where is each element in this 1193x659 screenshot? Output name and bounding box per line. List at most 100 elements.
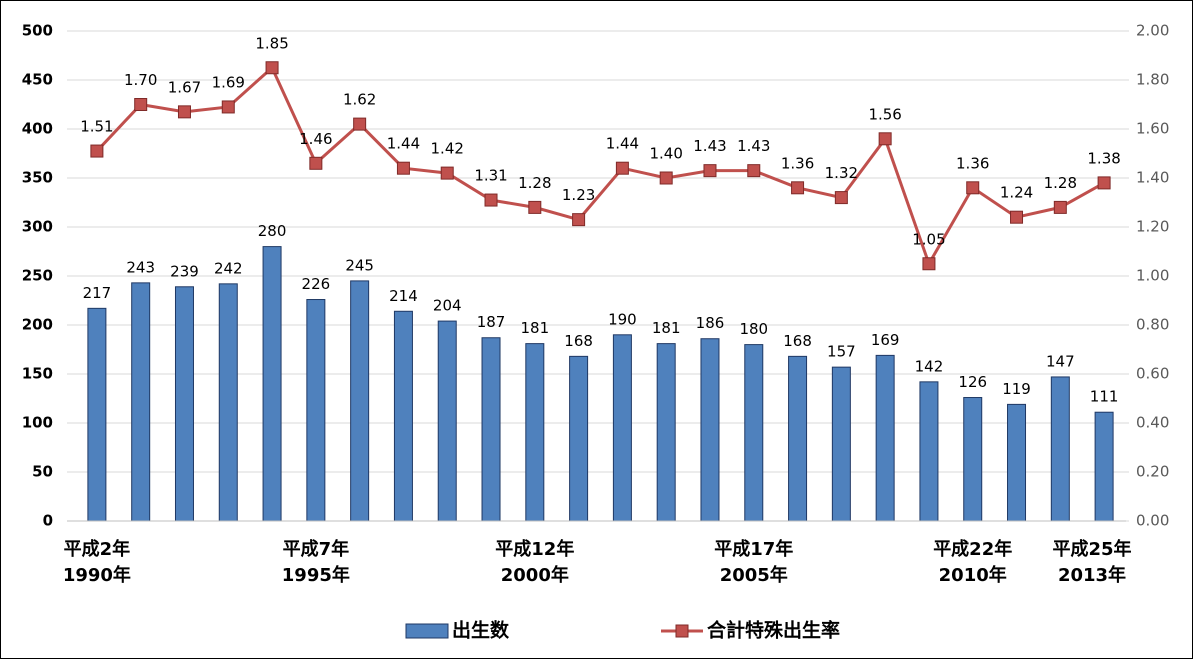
line-marker	[528, 200, 542, 214]
line-value-label: 1.51	[80, 118, 113, 136]
line-value-label: 1.62	[343, 91, 376, 109]
legend-label: 出生数	[452, 619, 510, 642]
line-marker	[703, 164, 717, 178]
bar-value-label: 180	[739, 320, 768, 338]
line-value-label: 1.56	[868, 105, 901, 123]
bar-value-label: 142	[915, 357, 944, 375]
bar	[131, 282, 151, 522]
bar-value-label: 111	[1090, 388, 1119, 406]
bar	[700, 338, 720, 522]
y2-tick-label: 0.20	[1136, 463, 1169, 481]
line-value-label: 1.46	[299, 130, 332, 148]
line-value-label: 1.40	[649, 145, 682, 163]
line-value-label: 1.38	[1087, 149, 1120, 167]
line-marker	[265, 61, 279, 75]
x-tick-label: 平成22年 2010年	[933, 539, 1013, 586]
bar	[174, 286, 194, 522]
bar-value-label: 186	[696, 314, 725, 332]
line-marker	[1097, 176, 1111, 190]
bar-value-label: 168	[783, 332, 812, 350]
line-marker	[791, 181, 805, 195]
line-marker	[353, 117, 367, 131]
bar	[1094, 411, 1114, 522]
y-tick-label: 500	[22, 22, 53, 40]
line-value-label: 1.85	[255, 34, 288, 52]
bar	[1050, 376, 1070, 522]
line-value-label: 1.42	[431, 140, 464, 158]
y-tick-label: 250	[22, 267, 53, 285]
bar	[350, 280, 370, 522]
bar	[262, 246, 282, 522]
y-tick-label: 350	[22, 169, 53, 187]
bar-value-label: 243	[126, 258, 155, 276]
line-marker	[134, 98, 148, 111]
line-value-label: 1.43	[693, 137, 726, 155]
line-marker	[834, 191, 848, 205]
line-marker	[484, 193, 498, 207]
x-tick-label: 平成7年 1995年	[281, 539, 350, 586]
line-marker	[747, 164, 761, 178]
y2-tick-label: 0.80	[1136, 316, 1169, 334]
y-tick-label: 450	[22, 71, 53, 89]
line-value-label: 1.44	[606, 135, 639, 153]
bar	[919, 381, 939, 522]
line-value-label: 1.24	[1000, 184, 1033, 202]
bar	[744, 344, 764, 522]
line-marker	[966, 181, 980, 195]
line-marker	[1010, 210, 1024, 224]
line-marker	[177, 105, 191, 119]
y2-tick-label: 1.20	[1136, 218, 1169, 236]
bar-value-label: 242	[214, 259, 243, 277]
bar-value-label: 126	[958, 373, 987, 391]
bar	[612, 334, 632, 522]
line-marker	[90, 144, 104, 158]
x-tick-label: 平成25年 2013年	[1052, 539, 1132, 586]
bar-value-label: 217	[83, 284, 112, 302]
y2-tick-label: 0.40	[1136, 414, 1169, 432]
line-value-label: 1.69	[212, 73, 245, 91]
bar	[656, 343, 676, 522]
bar-value-label: 157	[827, 343, 856, 361]
bar-value-label: 204	[433, 297, 462, 315]
line-value-label: 1.44	[387, 135, 420, 153]
bar	[393, 310, 413, 522]
bar	[87, 307, 107, 522]
bar	[788, 355, 808, 522]
x-tick-label: 平成12年 2000年	[495, 539, 575, 586]
bar	[569, 355, 589, 522]
y-tick-label: 0	[43, 512, 53, 530]
bar	[963, 397, 983, 522]
bar	[525, 343, 545, 522]
y-tick-label: 100	[22, 414, 53, 432]
bar-value-label: 226	[302, 275, 331, 293]
bar-value-label: 147	[1046, 352, 1075, 370]
line-marker	[1053, 200, 1067, 214]
line-value-label: 1.36	[781, 154, 814, 172]
bar	[481, 337, 501, 522]
line-value-label: 1.28	[1044, 174, 1077, 192]
line-marker	[615, 161, 629, 175]
line-value-label: 1.23	[562, 186, 595, 204]
bar	[1007, 403, 1027, 522]
y-tick-label: 150	[22, 365, 53, 383]
line-value-label: 1.43	[737, 137, 770, 155]
bar-value-label: 168	[564, 332, 593, 350]
legend-swatch	[405, 623, 449, 639]
line-value-label: 1.31	[474, 167, 507, 185]
line-value-label: 1.28	[518, 174, 551, 192]
y-tick-label: 300	[22, 218, 53, 236]
bar-value-label: 190	[608, 310, 637, 328]
line-value-label: 1.36	[956, 154, 989, 172]
y2-tick-label: 1.80	[1136, 71, 1169, 89]
bar	[437, 320, 457, 522]
bar-value-label: 245	[345, 256, 374, 274]
bar-value-label: 187	[477, 313, 506, 331]
y-tick-label: 400	[22, 120, 53, 138]
y2-tick-label: 0.60	[1136, 365, 1169, 383]
y2-tick-label: 0.00	[1136, 512, 1169, 530]
bar	[306, 299, 326, 522]
bar	[875, 354, 895, 522]
y2-tick-label: 1.60	[1136, 120, 1169, 138]
line-value-label: 1.32	[825, 164, 858, 182]
